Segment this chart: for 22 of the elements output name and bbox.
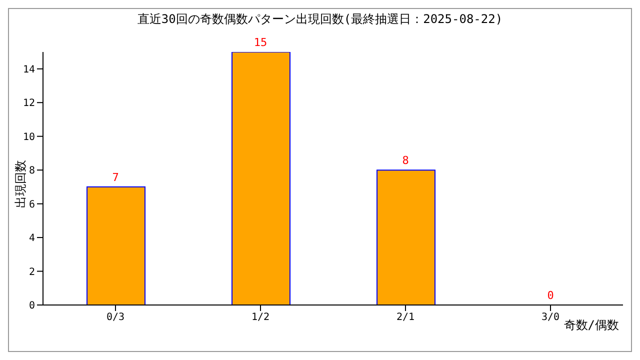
x-tick-label: 3/0 bbox=[541, 312, 560, 324]
y-tick-label: 4 bbox=[28, 233, 35, 244]
data-label: 0 bbox=[547, 289, 554, 302]
x-tick-label: 1/2 bbox=[251, 312, 270, 324]
y-tick-label: 2 bbox=[28, 266, 35, 278]
y-tick-label: 14 bbox=[22, 64, 35, 76]
bar bbox=[232, 52, 290, 305]
y-axis-title: 出現回数 bbox=[12, 159, 28, 210]
y-tick-label: 8 bbox=[28, 166, 35, 177]
x-axis-title: 奇数/偶数 bbox=[564, 317, 619, 334]
x-tick-label: 0/3 bbox=[106, 312, 125, 324]
data-label: 8 bbox=[402, 154, 409, 168]
data-label: 15 bbox=[254, 36, 268, 49]
y-tick-label: 10 bbox=[22, 132, 35, 143]
y-tick-label: 0 bbox=[28, 300, 35, 312]
y-tick-label: 6 bbox=[28, 199, 35, 210]
bar bbox=[376, 170, 436, 305]
x-tick-label: 2/1 bbox=[396, 312, 415, 324]
data-label: 7 bbox=[112, 170, 119, 184]
bar bbox=[86, 186, 146, 305]
chart-title: 直近30回の奇数偶数パターン出現回数(最終抽選日：2025-08-22) bbox=[136, 11, 504, 28]
y-tick-label: 12 bbox=[22, 98, 35, 110]
